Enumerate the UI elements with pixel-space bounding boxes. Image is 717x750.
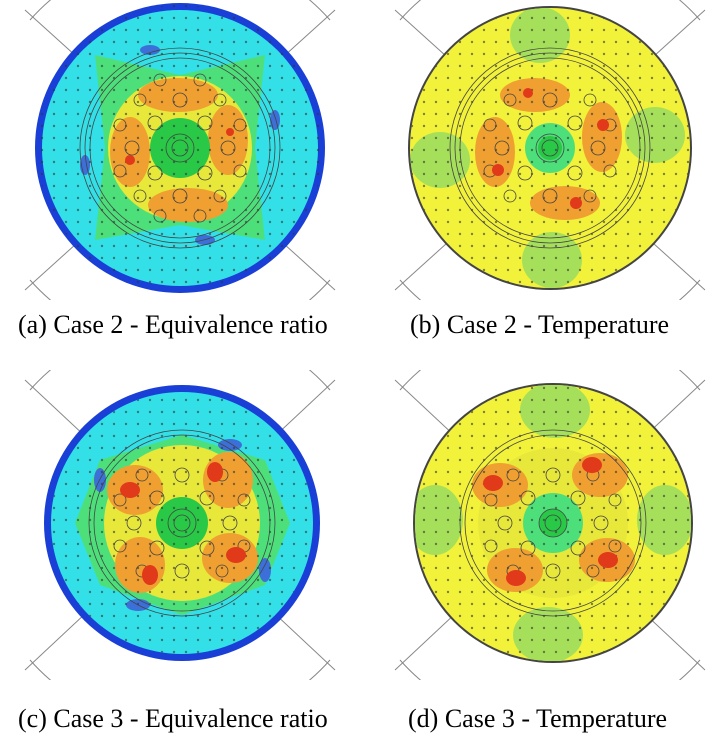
caption-c: (c) Case 3 - Equivalence ratio xyxy=(18,704,328,733)
caption-b: (b) Case 2 - Temperature xyxy=(410,310,670,339)
hot-spots xyxy=(120,462,246,585)
contour-plot-a xyxy=(24,0,336,300)
hot-spots xyxy=(125,128,234,165)
panel-a xyxy=(0,0,360,300)
panel-d xyxy=(370,370,717,680)
panel-b xyxy=(370,0,717,300)
contour-plot-b xyxy=(394,0,706,300)
injector-grid xyxy=(449,47,651,249)
contour-plot-c xyxy=(24,370,336,680)
caption-a: (a) Case 2 - Equivalence ratio xyxy=(18,310,328,339)
injector-grid xyxy=(79,47,281,249)
panel-c xyxy=(0,370,360,680)
contour-plot-d xyxy=(394,370,706,680)
caption-d: (d) Case 3 - Temperature xyxy=(408,704,668,733)
hot-spots xyxy=(492,88,609,209)
injector-grid xyxy=(88,429,276,617)
hot-spots xyxy=(483,457,618,586)
